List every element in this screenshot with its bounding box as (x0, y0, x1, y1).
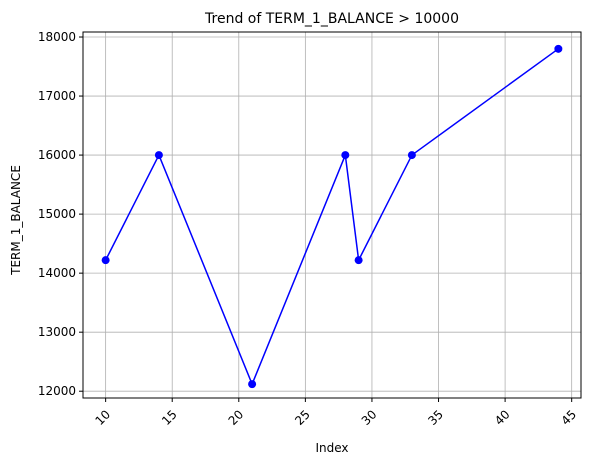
y-axis-label: TERM_1_BALANCE (9, 165, 23, 276)
x-axis-label: Index (315, 441, 348, 455)
y-tick-label: 16000 (38, 148, 76, 162)
y-tick-label: 14000 (38, 266, 76, 280)
y-tick-label: 15000 (38, 207, 76, 221)
y-tick-label: 18000 (38, 30, 76, 44)
y-axis-ticks: 12000 13000 14000 15000 16000 17000 18000 (38, 30, 83, 398)
series-layer (101, 44, 563, 389)
data-point (407, 151, 416, 160)
y-tick-label: 17000 (38, 89, 76, 103)
data-point (154, 151, 163, 160)
y-tick-label: 13000 (38, 325, 76, 339)
data-point (101, 256, 110, 265)
data-point (341, 151, 350, 160)
data-point (354, 256, 363, 265)
y-tick-label: 12000 (38, 384, 76, 398)
plot-frame (82, 31, 582, 399)
chart-title: Trend of TERM_1_BALANCE > 10000 (204, 11, 459, 27)
data-point (248, 380, 257, 389)
data-point (554, 44, 563, 53)
grid-lines (83, 32, 581, 398)
